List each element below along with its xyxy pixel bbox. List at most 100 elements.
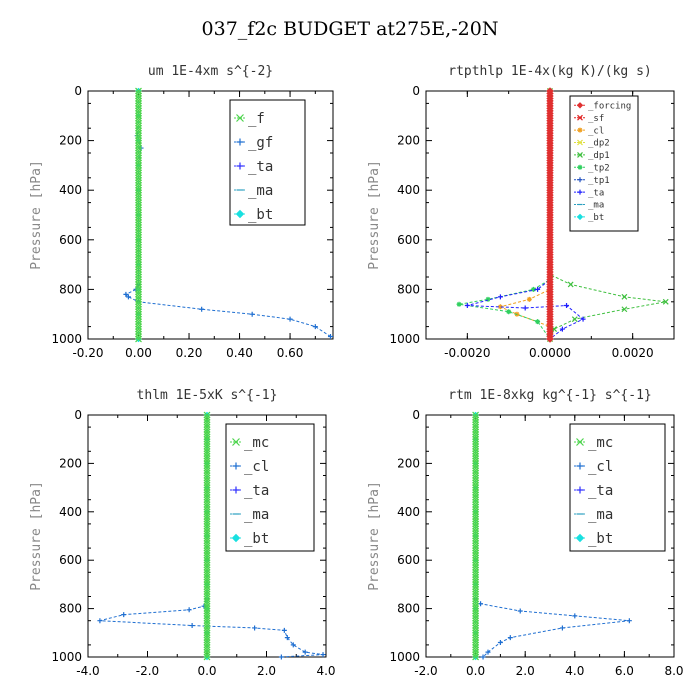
x-tick-label: 0.0 [197,664,216,678]
series-tp2 [456,88,553,342]
data-point [135,102,142,110]
data-point [135,241,142,249]
data-point [135,196,142,204]
data-point [135,285,142,293]
panel-title: rtpthlp 1E-4x(kg K)/(kg s) [448,64,652,79]
data-point [135,295,142,303]
data-point [135,99,142,107]
legend-label: _cl [588,126,604,136]
data-point [571,316,578,323]
data-point [121,612,127,618]
data-point [135,288,142,296]
legend-marker [577,164,583,170]
zero-profile [135,87,142,343]
data-point [662,298,669,305]
data-point [135,137,142,145]
x-tick-label: 4.0 [565,664,584,678]
y-tick-label: 0 [74,408,82,422]
data-point [517,608,523,614]
data-point [135,132,142,140]
y-tick-label: 800 [397,282,420,296]
data-point [567,281,574,288]
x-tick-label: 0.00 [125,346,152,360]
legend-label: _ta [244,483,269,499]
data-point [135,256,142,264]
legend-label: _ta [588,483,613,499]
y-tick-label: 1000 [51,332,82,346]
data-point [135,238,142,246]
data-point [580,316,586,322]
data-point [135,290,142,298]
data-point [123,291,129,297]
data-point [135,179,142,187]
data-point [135,281,142,288]
data-point [535,286,541,292]
y-tick-label: 200 [397,134,420,148]
data-point [135,206,142,214]
data-point [135,104,142,112]
data-point [327,334,333,340]
data-point [135,201,142,209]
legend-marker [576,102,584,109]
y-axis-label: Pressure [hPa] [367,160,382,270]
data-point [135,228,142,236]
x-tick-label: -0.20 [72,346,103,360]
series-ta [464,88,586,342]
data-point [249,311,255,317]
data-point [135,169,142,177]
data-point [135,308,142,316]
data-point [135,186,142,194]
data-point [135,276,142,283]
data-point [621,306,628,313]
data-point [199,306,205,312]
y-tick-label: 400 [397,505,420,519]
data-point [135,243,142,251]
data-point [135,112,142,120]
data-point [186,607,192,613]
y-tick-label: 800 [59,602,82,616]
y-tick-label: 200 [397,456,420,470]
y-tick-label: 1000 [389,650,420,664]
legend-marker [576,486,584,494]
panel-title: thlm 1E-5xK s^{-1} [137,388,278,403]
data-point [135,209,142,216]
data-point [535,319,541,325]
chart-panel-1: um 1E-4xm s^{-2} Pressure [hPa] 0 200 400 600… [29,64,334,360]
legend-marker [577,151,583,158]
data-point [135,318,142,326]
legend-label: _dp2 [588,139,610,149]
zero-profile [203,411,211,661]
legend-label: _ta [588,188,604,198]
legend-label: _bt [588,531,613,547]
legend-label: _ma [588,201,604,211]
data-point [135,204,142,211]
legend-label: _cl [588,459,613,475]
data-point [287,316,293,322]
data-point [135,273,142,281]
data-point [472,651,480,659]
legend-marker [575,533,585,543]
x-tick-label: 0.0020 [612,346,654,360]
chart-panel-4: rtm 1E-8xkg kg^{-1} s^{-1} Pressure [hPa]… [367,388,684,678]
data-point [135,221,142,229]
legend-label: _mc [588,435,613,451]
data-point [135,223,142,231]
legend-marker [232,486,240,494]
data-point [135,268,142,276]
data-point [135,171,142,179]
y-tick-label: 0 [412,408,420,422]
data-point [135,248,142,256]
data-point [135,226,142,234]
legend-marker [236,138,244,146]
legend-marker [577,127,583,133]
chart-panel-3: thlm 1E-5xK s^{-1} Pressure [hPa] 0 200 400 6… [29,388,336,678]
y-tick-label: 800 [397,602,420,616]
legend-label: _bt [588,213,604,223]
data-point [564,303,570,309]
data-point [135,266,142,273]
zero-profile [472,411,480,661]
data-point [135,149,142,157]
y-tick-label: 400 [59,505,82,519]
legend-label: _f [248,111,265,127]
data-point [135,164,142,172]
